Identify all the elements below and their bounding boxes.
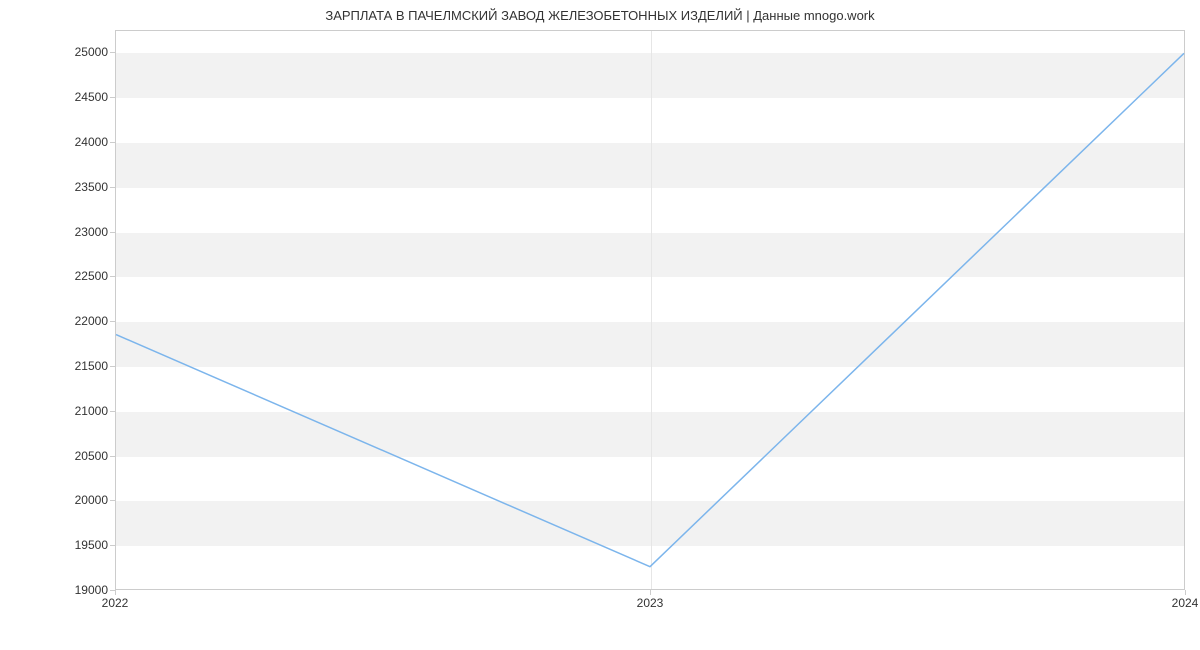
y-tick-mark: [110, 366, 115, 367]
chart-title: ЗАРПЛАТА В ПАЧЕЛМСКИЙ ЗАВОД ЖЕЛЕЗОБЕТОНН…: [0, 8, 1200, 23]
line-path: [116, 53, 1184, 566]
y-tick-label: 24000: [75, 135, 108, 149]
y-tick-label: 24500: [75, 90, 108, 104]
y-tick-label: 20000: [75, 493, 108, 507]
y-tick-label: 23000: [75, 225, 108, 239]
y-tick-label: 22000: [75, 314, 108, 328]
y-tick-label: 20500: [75, 449, 108, 463]
y-tick-mark: [110, 97, 115, 98]
y-tick-label: 19000: [75, 583, 108, 597]
y-tick-mark: [110, 500, 115, 501]
y-tick-mark: [110, 187, 115, 188]
y-tick-mark: [110, 456, 115, 457]
y-tick-mark: [110, 232, 115, 233]
line-series: [116, 31, 1184, 589]
y-tick-mark: [110, 321, 115, 322]
x-tick-label: 2022: [102, 596, 129, 610]
y-tick-mark: [110, 276, 115, 277]
x-tick-mark: [115, 590, 116, 595]
x-tick-label: 2024: [1172, 596, 1199, 610]
x-tick-mark: [650, 590, 651, 595]
y-tick-label: 22500: [75, 269, 108, 283]
plot-area: [115, 30, 1185, 590]
y-tick-mark: [110, 545, 115, 546]
x-tick-mark: [1185, 590, 1186, 595]
y-tick-label: 21000: [75, 404, 108, 418]
y-tick-label: 21500: [75, 359, 108, 373]
y-tick-mark: [110, 142, 115, 143]
y-tick-label: 23500: [75, 180, 108, 194]
y-tick-label: 19500: [75, 538, 108, 552]
x-tick-label: 2023: [637, 596, 664, 610]
y-tick-label: 25000: [75, 45, 108, 59]
y-tick-mark: [110, 52, 115, 53]
y-tick-mark: [110, 411, 115, 412]
